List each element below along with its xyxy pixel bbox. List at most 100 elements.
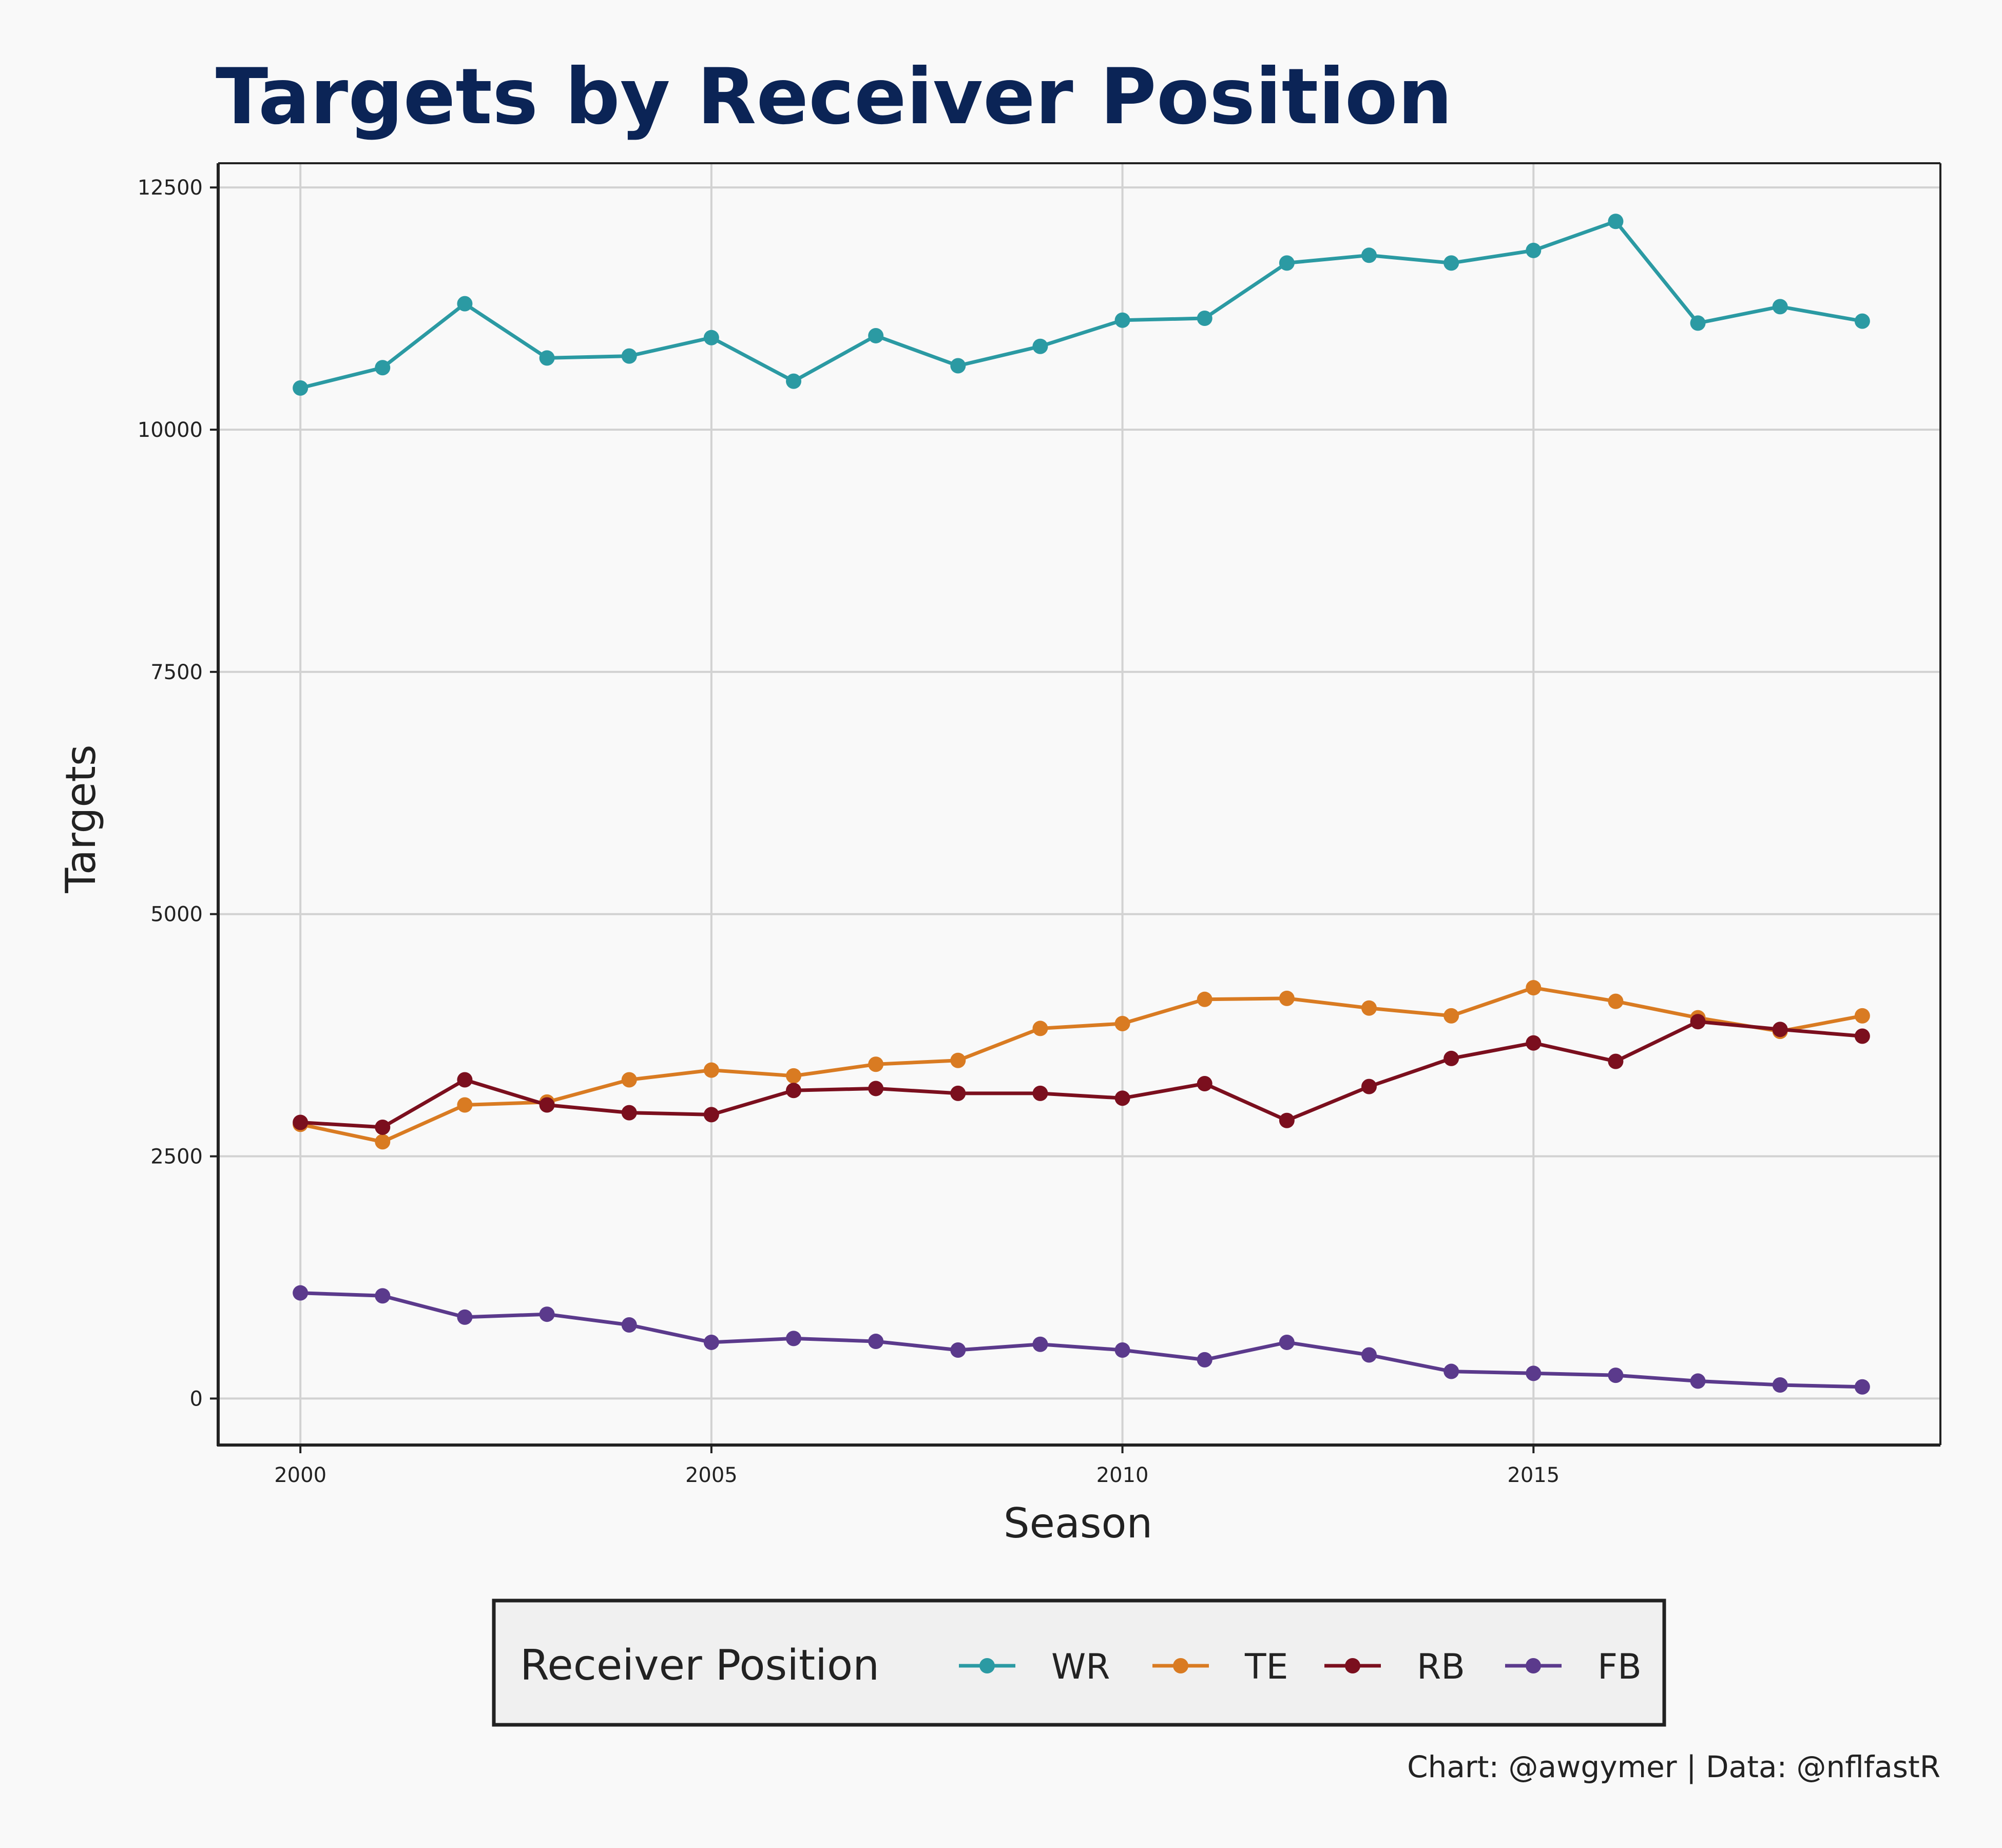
legend-title: Receiver Position xyxy=(520,1641,879,1690)
data-point xyxy=(1114,1342,1130,1358)
legend-label: WR xyxy=(1051,1647,1110,1687)
data-point xyxy=(1854,1028,1870,1044)
data-point xyxy=(1032,1336,1048,1352)
data-point xyxy=(621,1317,637,1333)
data-point xyxy=(375,1134,391,1150)
data-point xyxy=(1361,1347,1377,1363)
data-point xyxy=(1443,255,1459,271)
data-point xyxy=(1279,990,1295,1006)
legend-label: FB xyxy=(1597,1647,1642,1687)
data-point xyxy=(1197,310,1212,326)
series-layer xyxy=(293,214,1870,1395)
series-fb xyxy=(293,1285,1870,1395)
legend-items: WR TE RB FB xyxy=(959,1647,1642,1687)
data-point xyxy=(1032,1085,1048,1101)
data-point xyxy=(293,380,309,396)
data-point xyxy=(786,373,802,389)
data-point xyxy=(539,350,555,366)
data-point xyxy=(457,1097,473,1113)
data-point xyxy=(703,1062,719,1078)
data-point xyxy=(1197,991,1212,1007)
data-point xyxy=(621,348,637,364)
legend-label: RB xyxy=(1417,1647,1465,1687)
data-point xyxy=(1361,247,1377,263)
data-point xyxy=(1608,1368,1624,1383)
data-point xyxy=(1279,1334,1295,1350)
data-point xyxy=(457,1309,473,1325)
y-tick-label: 12500 xyxy=(138,176,203,200)
y-axis-title: Targets xyxy=(57,744,105,893)
data-point xyxy=(1526,1035,1542,1051)
data-point xyxy=(1032,338,1048,354)
data-point xyxy=(375,1288,391,1304)
data-point xyxy=(703,1107,719,1123)
data-point xyxy=(293,1285,309,1301)
data-point xyxy=(457,296,473,312)
y-tick-label: 7500 xyxy=(150,661,203,684)
y-tick-label: 0 xyxy=(190,1387,203,1411)
data-point xyxy=(1443,1008,1459,1024)
data-point xyxy=(1526,1365,1542,1381)
data-point xyxy=(1443,1363,1459,1379)
data-point xyxy=(539,1306,555,1322)
data-point xyxy=(1361,1079,1377,1094)
data-point xyxy=(1854,1379,1870,1395)
legend-key-point xyxy=(1345,1658,1360,1673)
data-point xyxy=(1772,299,1788,315)
data-point xyxy=(375,1119,391,1135)
x-tick-label: 2000 xyxy=(274,1464,326,1487)
data-point xyxy=(786,1331,802,1346)
x-axis-title: Season xyxy=(1004,1499,1152,1547)
data-point xyxy=(1197,1076,1212,1092)
data-point xyxy=(621,1072,637,1088)
data-point xyxy=(868,1081,884,1096)
data-point xyxy=(1197,1352,1212,1368)
data-point xyxy=(1854,1008,1870,1024)
series-te xyxy=(293,980,1870,1150)
x-tick-label: 2005 xyxy=(685,1464,738,1487)
data-point xyxy=(1772,1022,1788,1037)
legend: Receiver Position WR TE RB FB xyxy=(492,1599,1666,1727)
legend-key-point xyxy=(1173,1658,1188,1673)
data-point xyxy=(950,358,966,374)
legend-item-fb: FB xyxy=(1505,1647,1642,1687)
data-point xyxy=(1526,242,1542,258)
data-point xyxy=(1279,255,1295,271)
data-point xyxy=(950,1052,966,1068)
data-point xyxy=(786,1083,802,1099)
y-tick-label: 2500 xyxy=(150,1145,203,1169)
series-rb xyxy=(293,1014,1870,1135)
data-point xyxy=(950,1085,966,1101)
data-point xyxy=(868,328,884,343)
axes xyxy=(210,162,1941,1453)
data-point xyxy=(868,1334,884,1350)
series-line-rb xyxy=(300,1019,1863,1129)
data-point xyxy=(1690,315,1706,331)
data-point xyxy=(1114,1015,1130,1031)
legend-key-point xyxy=(1526,1658,1541,1673)
data-point xyxy=(1608,214,1624,229)
grid xyxy=(218,163,1940,1445)
x-tick-label: 2015 xyxy=(1507,1464,1560,1487)
data-point xyxy=(293,1114,309,1130)
data-point xyxy=(1279,1112,1295,1128)
data-point xyxy=(1443,1050,1459,1066)
legend-label: TE xyxy=(1244,1647,1288,1687)
data-point xyxy=(1361,1000,1377,1016)
legend-item-te: TE xyxy=(1152,1647,1288,1687)
series-line-wr xyxy=(300,219,1863,390)
y-tick-label: 10000 xyxy=(138,418,203,442)
legend-item-wr: WR xyxy=(959,1647,1110,1687)
data-point xyxy=(1854,313,1870,329)
data-point xyxy=(950,1342,966,1358)
data-point xyxy=(539,1097,555,1113)
tick-labels: 0 2500 5000 7500 10000 12500 2000 2005 2010 2015 xyxy=(138,176,1560,1487)
x-tick-label: 2010 xyxy=(1096,1464,1149,1487)
data-point xyxy=(1114,1090,1130,1106)
data-point xyxy=(868,1056,884,1072)
data-point xyxy=(1690,1373,1706,1389)
legend-key-point xyxy=(979,1658,995,1673)
chart-caption: Chart: @awgymer | Data: @nflfastR xyxy=(1407,1749,1940,1784)
data-point xyxy=(457,1072,473,1088)
